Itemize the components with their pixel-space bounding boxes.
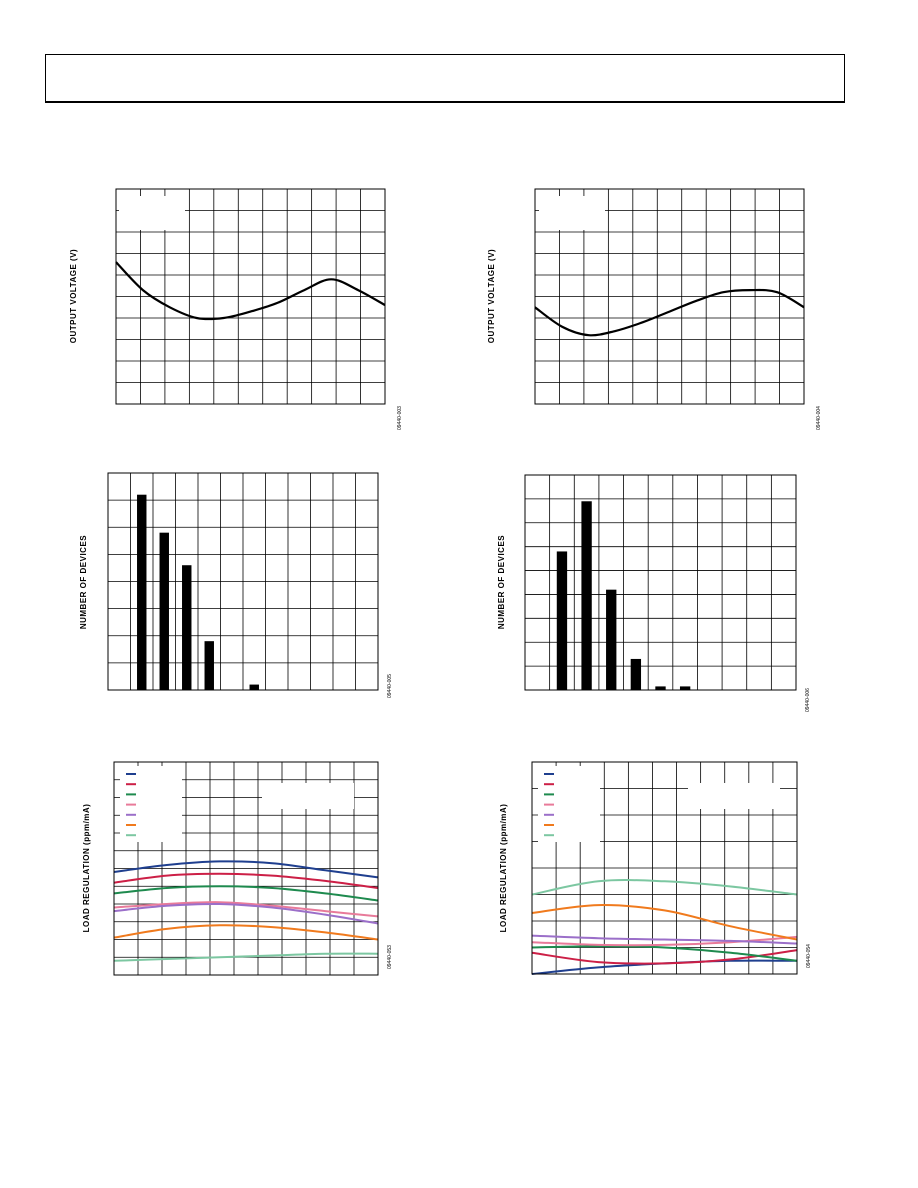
figure-id: 09440-053 [387,945,393,969]
histogram-bar [249,684,259,690]
plot-area [534,188,805,405]
plot-frame [534,188,805,405]
y-axis-label: LOAD REGULATION (ppm/mA) [499,804,508,933]
page-header-box [45,54,845,103]
series-line [534,288,805,337]
plot-area [115,188,386,405]
y-axis-label: NUMBER OF DEVICES [497,535,506,629]
series-line [113,872,379,889]
figure-id: 09440-004 [816,406,822,430]
plot-area [524,474,797,691]
plot-frame [524,474,797,691]
histogram-bar [137,494,147,690]
series-line [531,934,798,945]
plot-frame [531,761,798,975]
histogram-bar [159,532,169,690]
figure-id: 09440-003 [397,406,403,430]
legend [539,196,605,230]
plot-area [107,472,379,691]
series-line [531,945,798,962]
grid [525,475,796,690]
legend [120,766,182,842]
figure-id: 09440-006 [805,688,811,712]
chart-1: OUTPUT VOLTAGE (V) 09440-003 [69,188,403,430]
plot-area [113,761,379,976]
series-line [115,261,386,321]
series-line [531,904,798,941]
histogram-bar [204,641,214,690]
legend [538,766,600,842]
histogram-bar [182,565,192,690]
figure-id: 09440-054 [806,944,812,968]
figure-id: 09440-005 [387,674,393,698]
legend [119,196,185,230]
histogram-bar [655,686,666,690]
legend-box [539,196,605,230]
grid [108,473,378,690]
grid [116,189,385,404]
y-axis-label: OUTPUT VOLTAGE (V) [487,249,496,343]
series-line [113,902,379,925]
plot-frame [113,761,379,976]
annotation-box [688,783,780,809]
plot-frame [115,188,386,405]
y-axis-label: LOAD REGULATION (ppm/mA) [82,804,91,933]
chart-4: NUMBER OF DEVICES 09440-006 [497,474,811,712]
histogram-bar [581,501,592,690]
chart-3: NUMBER OF DEVICES 09440-005 [79,472,393,698]
chart-5: LOAD REGULATION (ppm/mA) 09440-053 [82,761,393,976]
histogram-bar [679,686,691,690]
series-line [531,879,798,896]
plot-area [531,761,798,975]
series-line [113,885,379,902]
annotation-box [262,783,354,809]
series-line [113,860,379,879]
histogram-bar [556,551,568,690]
histogram-bar [630,658,642,690]
chart-6: LOAD REGULATION (ppm/mA) 09440-054 [499,761,812,975]
series-line [531,949,798,965]
plot-frame [107,472,379,691]
legend-box [119,196,185,230]
y-axis-label: NUMBER OF DEVICES [79,535,88,629]
histogram-bar [606,589,617,690]
series-line [113,952,379,962]
chart-2: OUTPUT VOLTAGE (V) 09440-004 [487,188,822,430]
series-line [113,924,379,941]
y-axis-label: OUTPUT VOLTAGE (V) [69,249,78,343]
series-line [113,901,379,918]
